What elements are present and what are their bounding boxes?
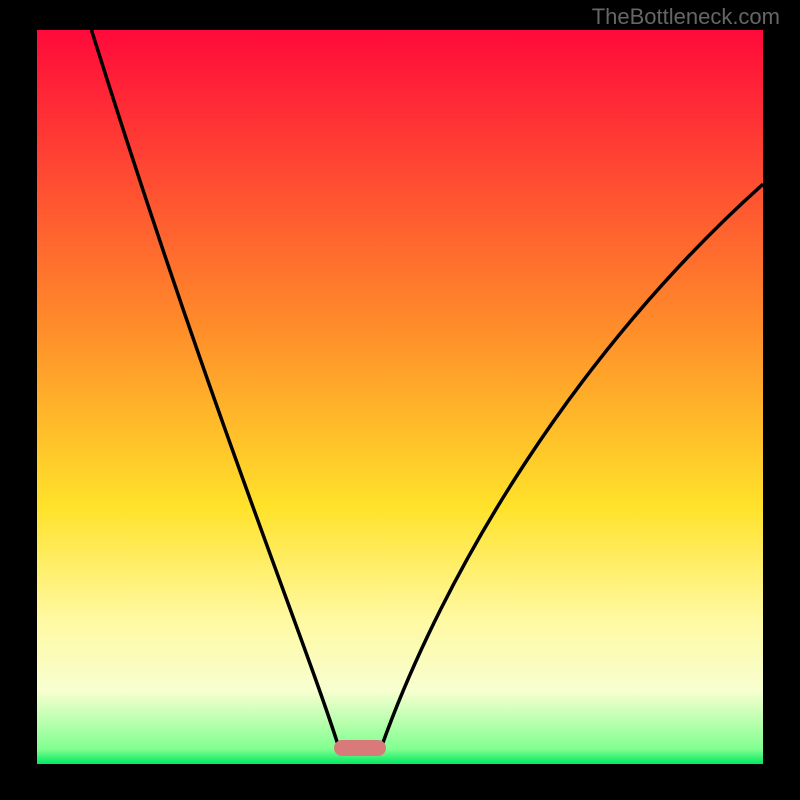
watermark-text: TheBottleneck.com xyxy=(592,4,780,30)
chart-plot-area xyxy=(37,30,763,764)
curve-right xyxy=(382,184,763,746)
curve-left xyxy=(91,30,338,746)
curve-layer xyxy=(37,30,763,764)
bottleneck-marker xyxy=(334,740,386,756)
